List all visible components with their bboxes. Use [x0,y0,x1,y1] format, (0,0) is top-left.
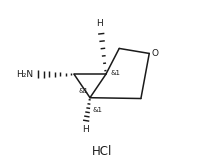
Text: &1: &1 [110,70,120,76]
Text: O: O [151,49,158,58]
Text: H: H [96,19,103,28]
Text: &1: &1 [93,107,102,113]
Text: H: H [82,125,89,134]
Text: &1: &1 [78,88,88,94]
Text: HCl: HCl [92,145,112,158]
Text: H₂N: H₂N [17,70,33,79]
